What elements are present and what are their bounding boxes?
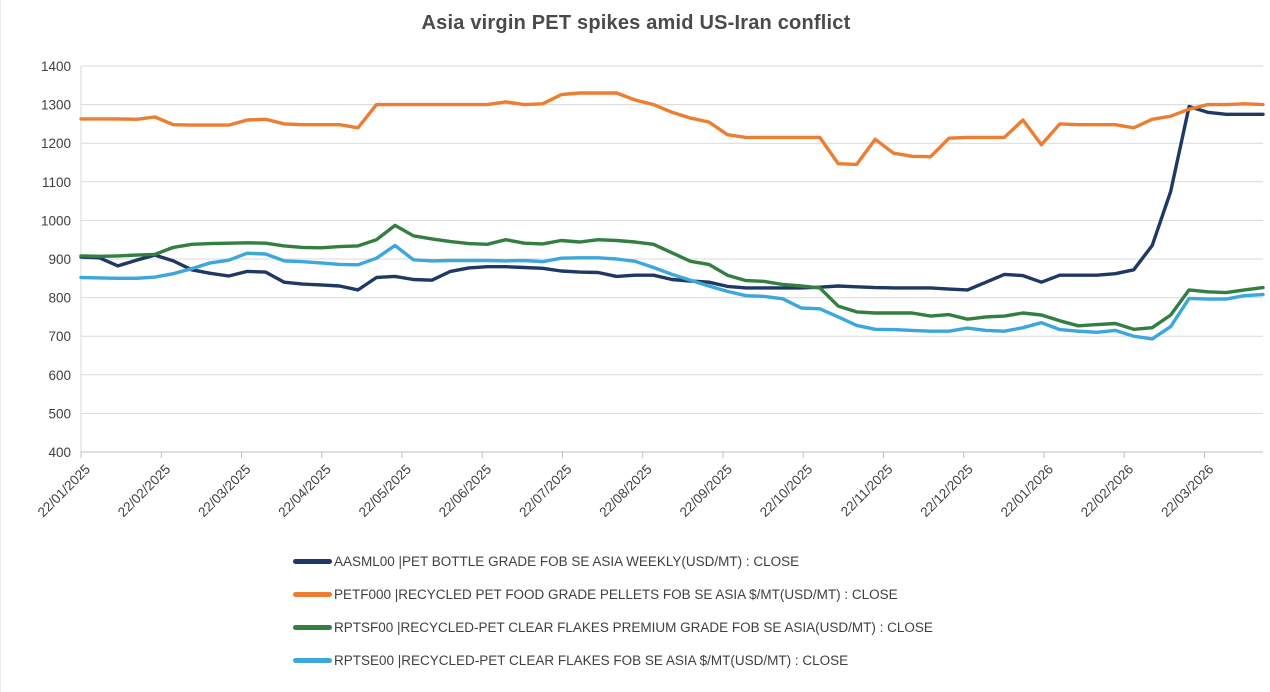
series-line-RPTSF00 [79,223,1265,331]
legend-item-PETF000: PETF000 |RECYCLED PET FOOD GRADE PELLETS… [293,584,933,604]
y-axis-tick-label: 800 [48,291,71,306]
y-axis-tick-label: 1400 [41,59,71,74]
legend-label-RPTSE00: RPTSE00 |RECYCLED-PET CLEAR FLAKES FOB S… [334,652,849,668]
x-axis-tick-label: 22/10/2025 [757,462,815,520]
legend-swatch-RPTSE00 [293,657,332,663]
y-axis-tick-label: 500 [48,406,71,421]
x-axis-tick-label: 22/03/2025 [195,462,253,520]
legend-item-RPTSF00: RPTSF00 |RECYCLED-PET CLEAR FLAKES PREMI… [293,617,933,637]
x-axis-tick-label: 22/09/2025 [677,462,735,520]
legend-item-AASML00: AASML00 |PET BOTTLE GRADE FOB SE ASIA WE… [293,551,933,571]
y-axis-tick-label: 1100 [42,175,71,190]
legend-label-PETF000: PETF000 |RECYCLED PET FOOD GRADE PELLETS… [334,586,898,602]
x-axis-tick-label: 22/01/2025 [35,462,93,520]
legend-swatch-PETF000 [293,591,332,597]
legend-swatch-RPTSF00 [293,624,332,630]
legend-label-AASML00: AASML00 |PET BOTTLE GRADE FOB SE ASIA WE… [334,553,800,569]
y-axis-tick-label: 900 [48,252,71,267]
plot-area: 400 500 600 700 800 900 1000 1100 1200 1300 1400 22… [35,59,1265,520]
y-axis-tick-label: 1000 [41,213,71,228]
x-axis-tick-label: 22/12/2025 [917,462,975,520]
series-line-AASML00 [79,104,1265,292]
chart-title: Asia virgin PET spikes amid US-Iran conf… [421,12,851,34]
y-axis-tick-label: 1200 [41,136,71,151]
x-axis-tick-label: 22/02/2026 [1078,462,1136,520]
x-axis-tick-label: 22/05/2025 [356,462,414,520]
legend-item-RPTSE00: RPTSE00 |RECYCLED-PET CLEAR FLAKES FOB S… [293,650,933,670]
legend: AASML00 |PET BOTTLE GRADE FOB SE ASIA WE… [293,551,933,670]
y-axis-tick-label: 400 [48,445,71,460]
x-axis-tick-label: 22/07/2025 [516,462,574,520]
legend-swatch-AASML00 [293,558,332,564]
series-line-RPTSE00 [79,243,1265,341]
y-axis-tick-label: 700 [48,329,71,344]
legend-label-RPTSF00: RPTSF00 |RECYCLED-PET CLEAR FLAKES PREMI… [334,619,933,635]
x-axis-tick-label: 22/08/2025 [596,462,654,520]
y-axis-tick-label: 1300 [41,98,71,113]
x-axis-tick-label: 22/11/2025 [838,462,896,520]
y-axis-tick-label: 600 [48,368,71,383]
x-axis-tick-label: 22/04/2025 [275,462,333,520]
series-line-PETF000 [79,91,1265,167]
x-axis-tick-label: 22/01/2026 [998,462,1056,520]
x-axis-tick-label: 22/03/2026 [1158,462,1216,520]
x-axis-tick-label: 22/06/2025 [436,462,494,520]
x-axis-tick-label: 22/02/2025 [115,462,173,520]
